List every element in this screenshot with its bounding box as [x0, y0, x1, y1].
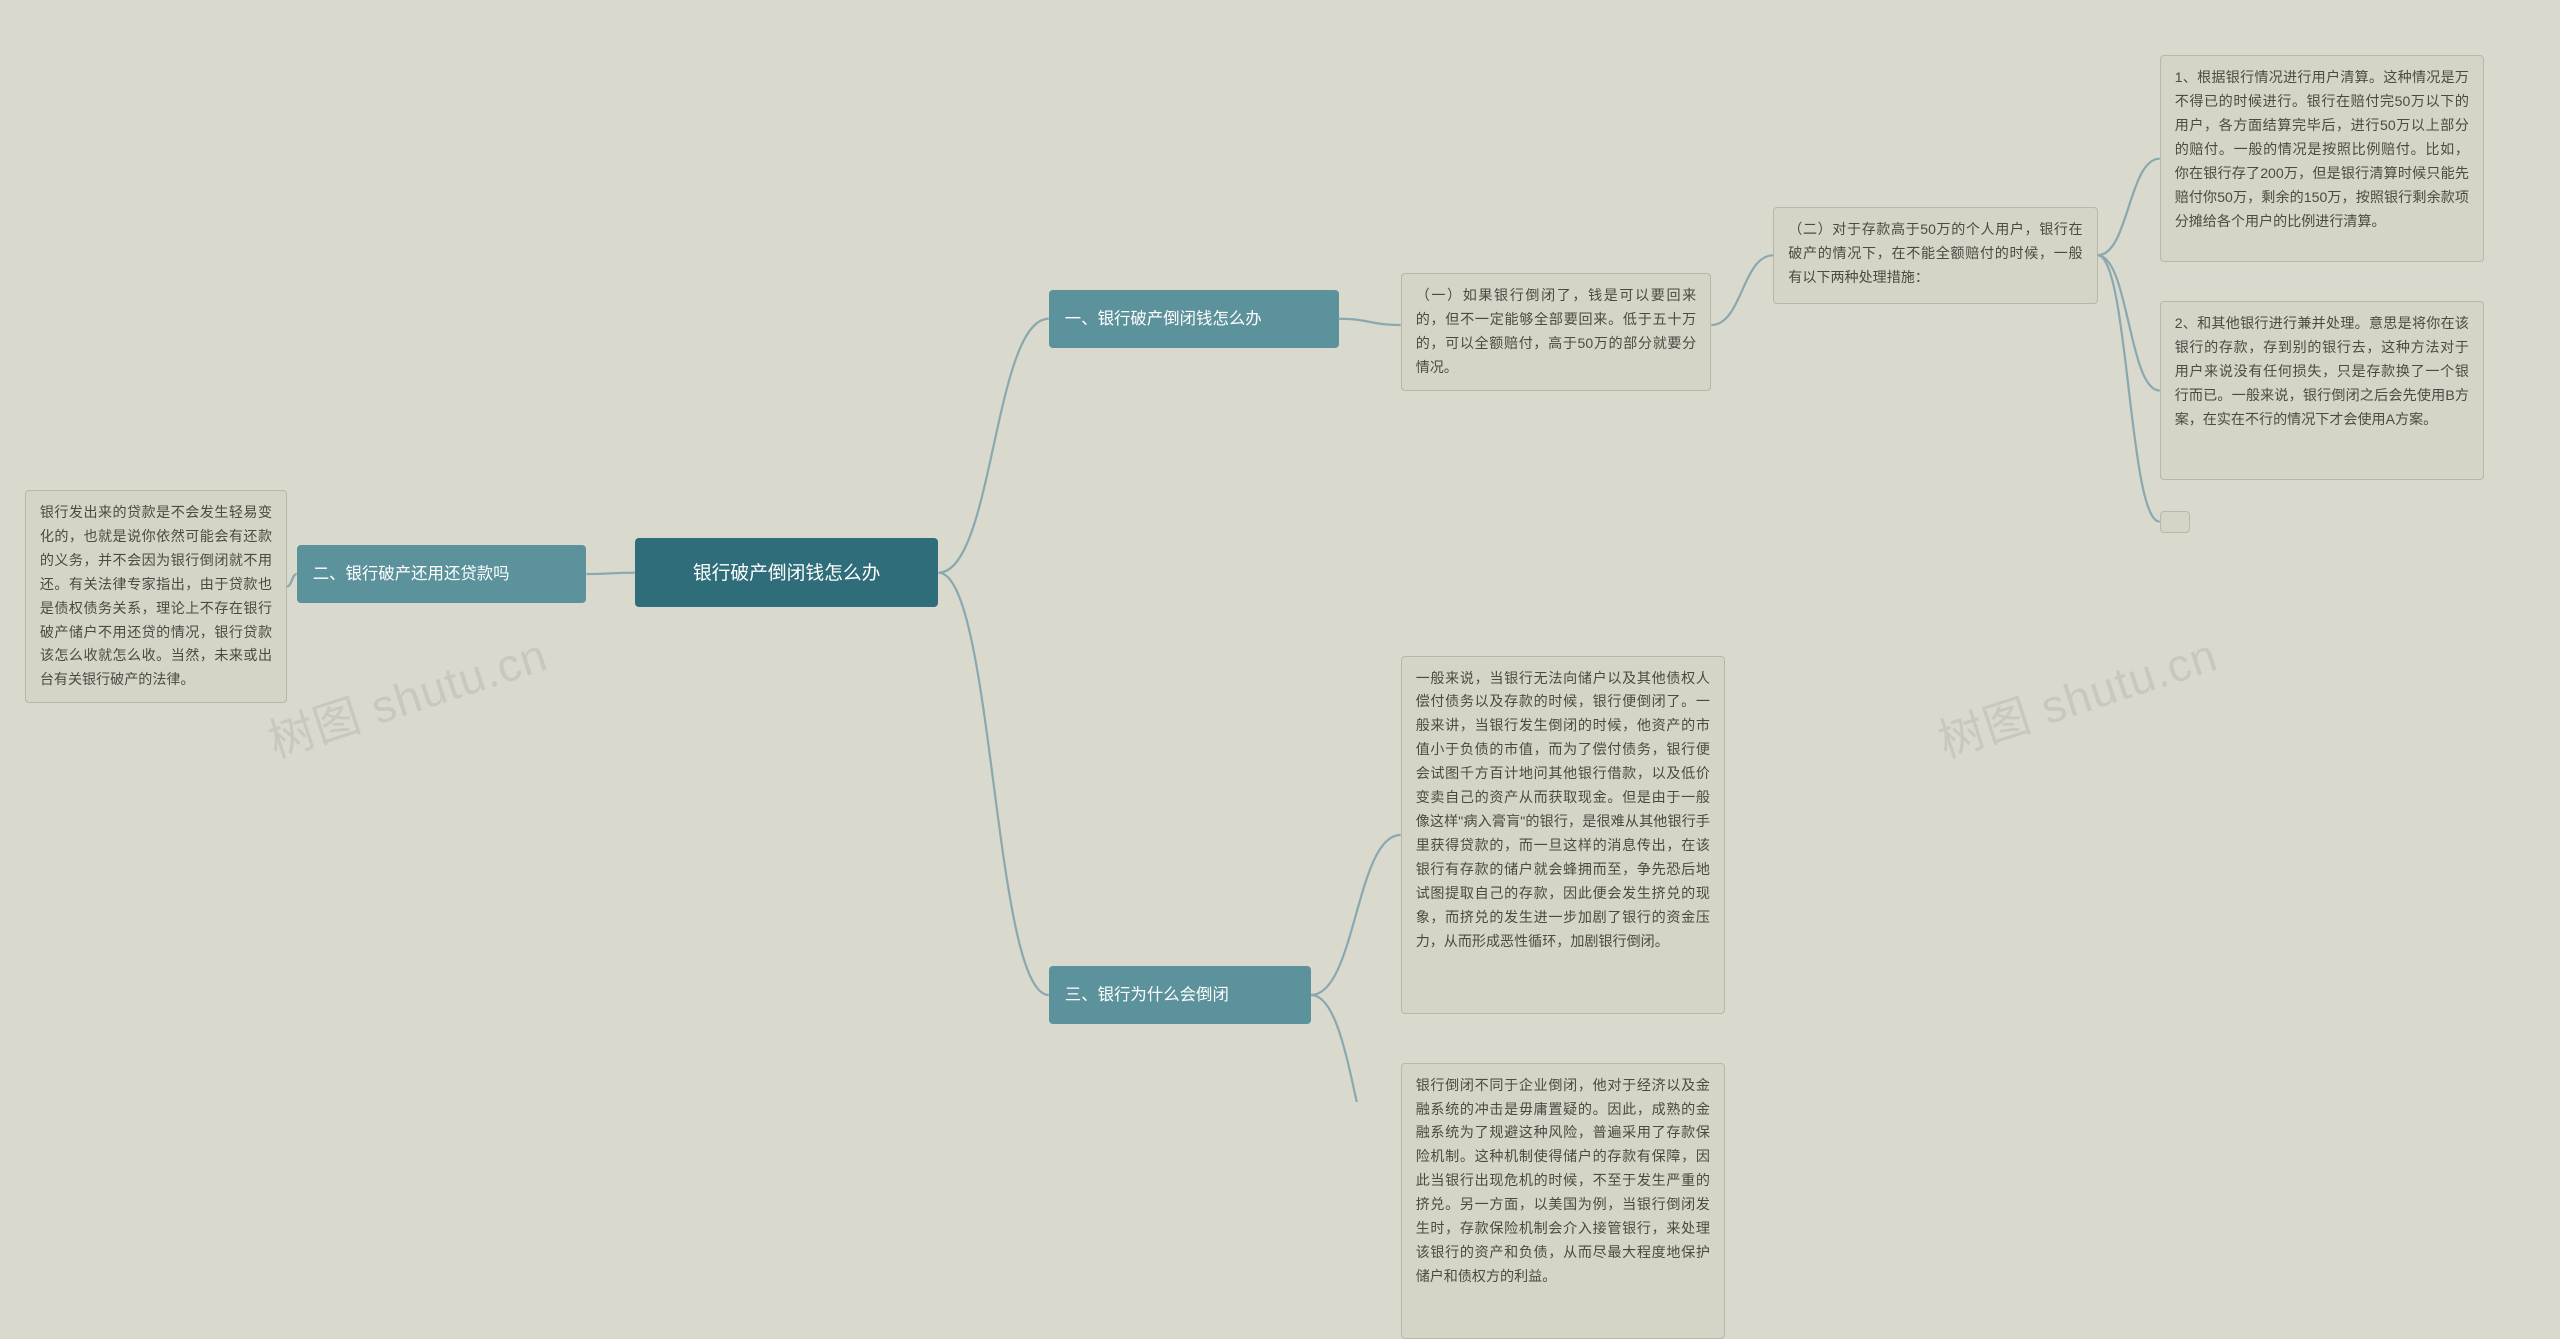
- watermark: 树图 shutu.cn: [1929, 619, 2225, 771]
- connector: [2098, 159, 2160, 256]
- connector: [2098, 255, 2160, 521]
- connector: [1311, 835, 1401, 995]
- branch-node[interactable]: 一、银行破产倒闭钱怎么办: [1049, 290, 1339, 348]
- connector: [1711, 255, 1773, 325]
- connector: [587, 573, 635, 574]
- leaf-node[interactable]: [2160, 511, 2190, 533]
- connector: [938, 319, 1048, 573]
- connector: [2098, 255, 2160, 390]
- connector: [1311, 995, 1401, 1102]
- leaf-node[interactable]: 1、根据银行情况进行用户清算。这种情况是万不得已的时候进行。银行在赔付完50万以…: [2160, 55, 2484, 262]
- leaf-node[interactable]: 一般来说，当银行无法向储户以及其他债权人偿付债务以及存款的时候，银行便倒闭了。一…: [1401, 656, 1725, 1015]
- leaf-node[interactable]: （一）如果银行倒闭了，钱是可以要回来的，但不一定能够全部要回来。低于五十万的，可…: [1401, 273, 1712, 391]
- mindmap-canvas: 树图 shutu.cn 树图 shutu.cn 银行破产倒闭钱怎么办 一、银行破产倒闭…: [0, 0, 2560, 1102]
- branch-node[interactable]: 三、银行为什么会倒闭: [1049, 966, 1311, 1024]
- leaf-node[interactable]: 2、和其他银行进行兼并处理。意思是将你在该银行的存款，存到别的银行去，这种方法对…: [2160, 301, 2484, 480]
- leaf-node[interactable]: 银行发出来的贷款是不会发生轻易变化的，也就是说你依然可能会有还款的义务，并不会因…: [25, 490, 287, 703]
- leaf-node[interactable]: 银行倒闭不同于企业倒闭，他对于经济以及金融系统的冲击是毋庸置疑的。因此，成熟的金…: [1401, 1063, 1725, 1339]
- connector: [1339, 319, 1401, 325]
- watermark: 树图 shutu.cn: [259, 619, 555, 771]
- connector: [287, 574, 297, 586]
- leaf-node[interactable]: （二）对于存款高于50万的个人用户，银行在破产的情况下，在不能全额赔付的时候，一…: [1773, 207, 2097, 304]
- connector: [938, 573, 1048, 995]
- branch-node[interactable]: 二、银行破产还用还贷款吗: [297, 545, 587, 603]
- root-node[interactable]: 银行破产倒闭钱怎么办: [635, 538, 939, 607]
